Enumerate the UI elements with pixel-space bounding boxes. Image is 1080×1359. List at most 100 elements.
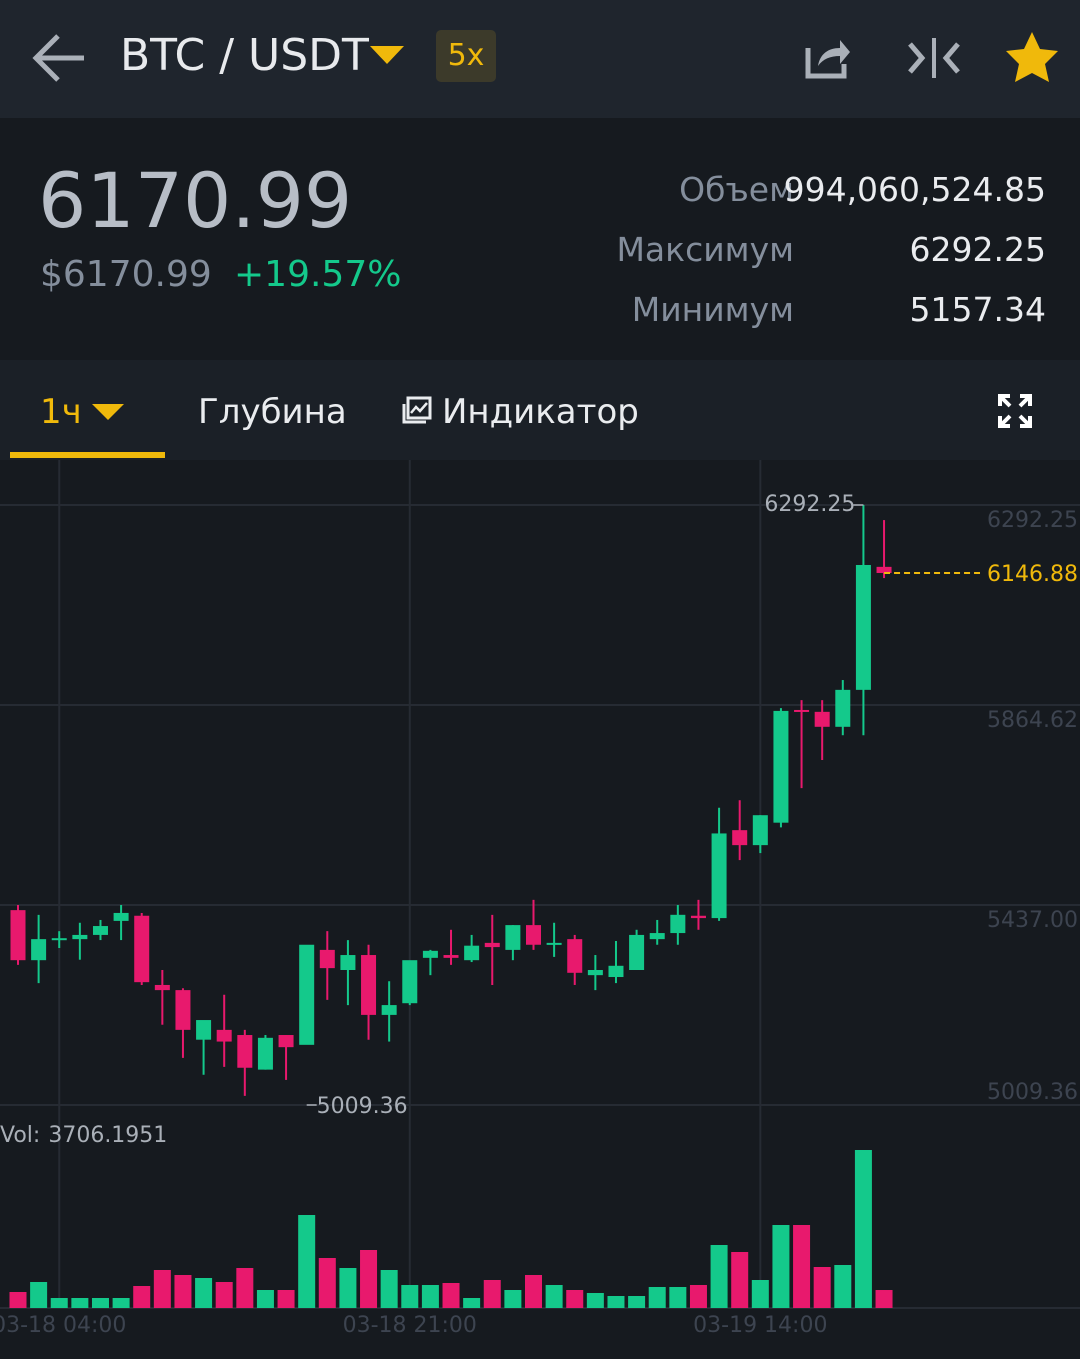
volume-bar — [153, 1270, 171, 1308]
volume-bar — [133, 1286, 151, 1308]
candle-body — [175, 990, 191, 1030]
x-tick-label: 03-19 14:00 — [693, 1313, 827, 1338]
volume-bar — [669, 1287, 687, 1308]
candle-body — [340, 955, 356, 971]
depth-tab[interactable]: Глубина — [198, 392, 347, 432]
pair[interactable]: BTC / USDT — [120, 30, 369, 81]
volume-bar — [380, 1270, 398, 1308]
x-tick-label: 03-18 21:00 — [343, 1313, 477, 1338]
volume-bar — [401, 1285, 419, 1308]
candle-body — [505, 925, 521, 950]
volume-bar — [277, 1290, 295, 1308]
volume-bar — [504, 1290, 522, 1308]
last-price-usd: $6170.99 — [40, 254, 212, 295]
volume-bar — [607, 1296, 625, 1308]
candle-body — [876, 566, 892, 573]
volume-bar — [360, 1250, 378, 1308]
volume-bar — [566, 1290, 584, 1308]
low-label: 5009.36 — [317, 1094, 408, 1119]
candle-body — [484, 942, 500, 948]
candlestick-chart: 6292.25 5864.62 5437.00 5009.36 03-18 04:00 0… — [0, 460, 1080, 1338]
volume-bar — [463, 1298, 481, 1308]
candle-body — [196, 1020, 212, 1040]
candle-body — [649, 933, 665, 940]
leverage-badge: 5x — [436, 30, 496, 82]
volume-bar — [50, 1298, 68, 1308]
candle-body — [216, 1029, 232, 1042]
volume-bar — [71, 1298, 89, 1308]
candle-body — [72, 934, 88, 940]
candle-body — [690, 915, 706, 919]
candle-body — [361, 955, 377, 1015]
share-icon[interactable] — [804, 34, 852, 80]
candle-body — [835, 689, 851, 727]
candle-body — [113, 912, 129, 921]
x-tick-label: 03-18 04:00 — [0, 1313, 126, 1338]
interval-tab[interactable]: 1ч — [40, 392, 82, 432]
volume-bar — [421, 1285, 439, 1308]
candle-body — [10, 910, 26, 961]
volume-bar — [875, 1290, 893, 1308]
y-tick-label: 5437.00 — [987, 908, 1078, 933]
volume-bar — [545, 1285, 563, 1308]
stat-label: Максимум — [616, 230, 794, 269]
candle-body — [587, 970, 603, 976]
volume-bar — [236, 1268, 254, 1308]
volume-bar — [112, 1298, 130, 1308]
candle-body — [422, 950, 438, 958]
compare-icon[interactable] — [906, 36, 962, 80]
volume-bar — [648, 1287, 666, 1308]
candle-body — [134, 915, 150, 983]
volume-bar — [318, 1258, 336, 1308]
active-tab-underline — [10, 452, 165, 458]
candle-body — [31, 939, 47, 961]
candle-body — [257, 1037, 273, 1070]
candle-body — [464, 945, 480, 961]
interval-dropdown[interactable] — [92, 404, 124, 422]
volume-bar — [298, 1215, 316, 1308]
top-bar: BTC / USDT 5x — [0, 0, 1080, 118]
candle-body — [546, 942, 562, 945]
volume-bar — [525, 1275, 542, 1308]
candle-body — [443, 955, 459, 958]
candle-body — [299, 944, 315, 1045]
volume-bar — [174, 1275, 192, 1308]
tab-bar: 1ч Глубина Индикатор — [0, 360, 1080, 460]
fullscreen-icon[interactable] — [998, 394, 1032, 428]
volume-bar — [854, 1150, 872, 1308]
volume-bar — [195, 1278, 213, 1308]
volume-bar — [710, 1245, 728, 1308]
back-icon[interactable] — [30, 30, 90, 86]
volume-bar — [793, 1225, 811, 1308]
volume-bar — [813, 1267, 831, 1308]
indicator-icon[interactable] — [402, 396, 432, 424]
stat-value: 994,060,524.85 — [783, 170, 1046, 209]
high-label: 6292.25 — [764, 492, 855, 517]
volume-bar — [442, 1283, 460, 1308]
candle-body — [629, 934, 645, 971]
favorite-star[interactable] — [1004, 30, 1060, 84]
candle-body — [319, 949, 335, 969]
pair-dropdown[interactable] — [370, 46, 404, 66]
candle-body — [732, 830, 748, 846]
volume-bar — [30, 1282, 48, 1308]
indicator-tab[interactable]: Индикатор — [442, 392, 639, 432]
change: +19.57% — [234, 254, 402, 295]
volume-label-value: 3706.1951 — [48, 1123, 167, 1148]
candle-body — [794, 709, 810, 712]
candle-body — [51, 938, 67, 941]
candle-body — [814, 711, 830, 727]
volume-bar — [91, 1298, 109, 1308]
volume-bar — [628, 1296, 646, 1308]
volume-bar — [339, 1268, 357, 1308]
y-tick-label: 5864.62 — [987, 708, 1078, 733]
volume-bar — [772, 1225, 790, 1308]
candle-body — [381, 1005, 397, 1015]
candle-body — [608, 965, 624, 978]
stat-value: 6292.25 — [909, 230, 1046, 269]
stat-label: Объем — [679, 170, 794, 209]
stat-label: Минимум — [631, 290, 794, 329]
candle-body — [670, 914, 686, 934]
stat-value: 5157.34 — [909, 290, 1046, 329]
y-tick-label: 5009.36 — [987, 1080, 1078, 1105]
